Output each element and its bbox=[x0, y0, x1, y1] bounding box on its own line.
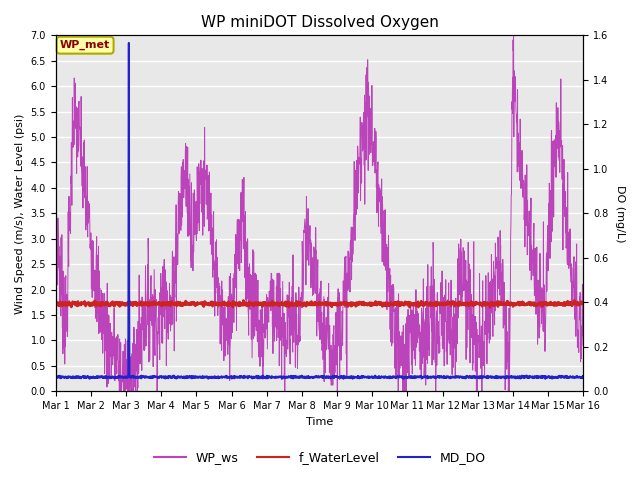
f_WaterLevel bbox=[570, 297, 578, 303]
MD_DO bbox=[125, 40, 132, 46]
Legend: WP_ws, f_WaterLevel, MD_DO: WP_ws, f_WaterLevel, MD_DO bbox=[149, 446, 491, 469]
WP_ws bbox=[79, 156, 86, 162]
Line: MD_DO: MD_DO bbox=[56, 43, 583, 379]
MD_DO bbox=[79, 374, 86, 380]
f_WaterLevel bbox=[52, 301, 60, 307]
f_WaterLevel bbox=[564, 300, 572, 306]
Line: f_WaterLevel: f_WaterLevel bbox=[56, 300, 583, 308]
MD_DO bbox=[467, 373, 475, 379]
f_WaterLevel bbox=[579, 300, 587, 305]
f_WaterLevel bbox=[564, 301, 572, 307]
f_WaterLevel bbox=[79, 300, 86, 306]
MD_DO bbox=[294, 374, 302, 380]
WP_ws bbox=[564, 262, 572, 268]
f_WaterLevel bbox=[308, 302, 316, 308]
WP_ws bbox=[579, 343, 587, 348]
f_WaterLevel bbox=[486, 305, 494, 311]
MD_DO bbox=[52, 374, 60, 380]
MD_DO bbox=[564, 375, 572, 381]
WP_ws bbox=[564, 230, 572, 236]
WP_ws bbox=[509, 33, 517, 38]
Line: WP_ws: WP_ws bbox=[56, 36, 583, 391]
f_WaterLevel bbox=[294, 301, 302, 307]
MD_DO bbox=[564, 374, 572, 380]
MD_DO bbox=[541, 376, 549, 382]
Text: WP_met: WP_met bbox=[60, 40, 110, 50]
MD_DO bbox=[308, 375, 316, 381]
Y-axis label: DO (mg/L): DO (mg/L) bbox=[615, 185, 625, 242]
MD_DO bbox=[579, 373, 587, 379]
WP_ws bbox=[308, 292, 316, 298]
Y-axis label: Wind Speed (m/s), Water Level (psi): Wind Speed (m/s), Water Level (psi) bbox=[15, 113, 25, 313]
WP_ws bbox=[294, 316, 302, 322]
X-axis label: Time: Time bbox=[306, 417, 333, 427]
f_WaterLevel bbox=[467, 299, 475, 304]
WP_ws bbox=[467, 335, 475, 341]
WP_ws bbox=[116, 388, 124, 394]
Title: WP miniDOT Dissolved Oxygen: WP miniDOT Dissolved Oxygen bbox=[200, 15, 438, 30]
WP_ws bbox=[52, 168, 60, 173]
